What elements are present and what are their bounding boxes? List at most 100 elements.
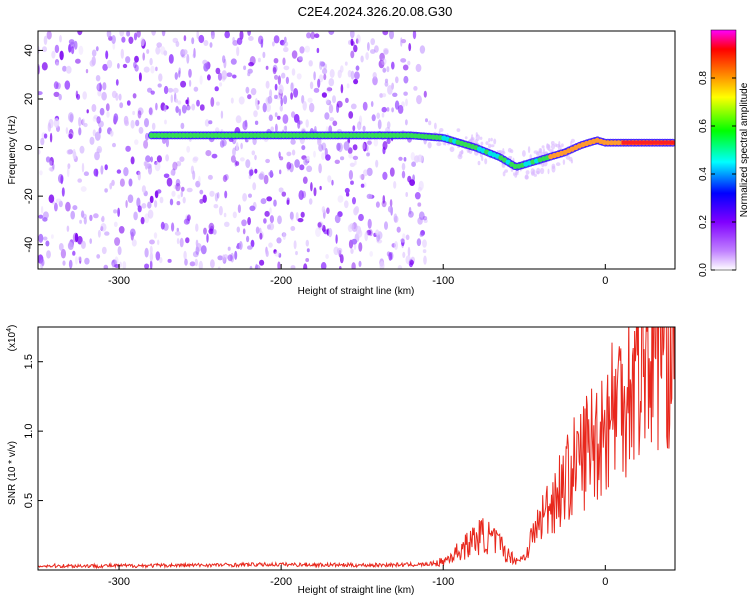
noise-speck [497, 150, 503, 153]
noise-speck [402, 251, 406, 258]
noise-speck [134, 139, 139, 145]
noise-speck [124, 120, 129, 127]
noise-speck [82, 118, 85, 127]
ridge-core [238, 132, 244, 138]
noise-speck [101, 91, 107, 101]
noise-speck [349, 162, 355, 167]
noise-speck [199, 198, 204, 204]
ridge-core [248, 132, 254, 138]
noise-speck [379, 261, 385, 269]
noise-speck [321, 142, 327, 151]
noise-speck [351, 238, 358, 245]
noise-speck [305, 119, 309, 128]
noise-speck [140, 37, 145, 47]
noise-speck [196, 31, 199, 39]
noise-speck [61, 187, 65, 197]
noise-speck [220, 110, 224, 119]
noise-speck [232, 211, 237, 219]
noise-speck [386, 121, 391, 129]
spectrogram-ridge [148, 131, 675, 171]
noise-speck [171, 222, 175, 232]
noise-speck [125, 145, 131, 152]
noise-speck [49, 160, 53, 166]
noise-speck [394, 241, 398, 250]
noise-speck [114, 256, 119, 267]
noise-speck [68, 259, 73, 269]
noise-speck [202, 194, 207, 203]
noise-speck [250, 239, 255, 248]
noise-speck [423, 255, 427, 265]
noise-speck [183, 35, 187, 42]
ridge-core [341, 132, 347, 138]
ridge-core [369, 132, 376, 138]
noise-speck [106, 31, 112, 38]
noise-speck [104, 188, 108, 193]
noise-speck [297, 218, 304, 223]
noise-speck [99, 82, 102, 92]
noise-speck [244, 119, 248, 128]
noise-speck [266, 196, 273, 202]
noise-speck [83, 122, 88, 128]
noise-speck [328, 125, 333, 134]
noise-speck [265, 250, 269, 257]
noise-speck [55, 198, 62, 204]
noise-speck [145, 132, 149, 141]
noise-speck [416, 95, 422, 105]
noise-speck [81, 162, 85, 173]
noise-speck [198, 34, 205, 44]
noise-speck [150, 156, 154, 163]
noise-speck [89, 238, 92, 244]
noise-speck [217, 72, 223, 81]
noise-speck [393, 181, 397, 189]
spectrogram-y-axis: -40 -20 0 20 40 [23, 44, 43, 253]
noise-speck [138, 72, 142, 82]
noise-speck [178, 108, 182, 116]
noise-speck [239, 31, 244, 40]
noise-speck [238, 241, 243, 250]
noise-speck [407, 60, 411, 66]
noise-speck [136, 31, 141, 38]
noise-speck [93, 213, 99, 219]
noise-speck [269, 89, 273, 98]
noise-speck [192, 251, 199, 258]
noise-speck [366, 193, 373, 199]
noise-speck [126, 31, 131, 37]
noise-speck [570, 138, 576, 143]
noise-speck [247, 31, 251, 36]
noise-speck [46, 250, 51, 259]
spectrogram-y-label: Frequency (Hz) [7, 116, 18, 185]
noise-speck [42, 236, 48, 241]
noise-speck [314, 126, 317, 133]
noise-speck [150, 90, 155, 95]
snr-multiplier-label: (x104) [6, 325, 18, 352]
noise-speck [240, 142, 243, 150]
noise-speck [298, 56, 303, 61]
noise-speck [130, 156, 135, 165]
noise-speck [422, 249, 427, 254]
noise-speck [94, 151, 100, 161]
ridge-core [380, 132, 386, 138]
noise-speck [42, 46, 47, 53]
noise-speck [343, 141, 350, 151]
noise-speck [412, 31, 417, 40]
noise-speck [232, 36, 235, 43]
noise-speck [181, 104, 187, 114]
noise-speck [75, 58, 81, 64]
noise-speck [172, 87, 179, 94]
noise-speck [400, 58, 407, 63]
noise-speck [514, 170, 518, 175]
noise-speck [235, 161, 240, 166]
noise-speck [192, 53, 196, 59]
noise-speck [382, 171, 388, 180]
noise-speck [189, 261, 196, 267]
noise-speck [103, 264, 109, 269]
noise-speck [60, 248, 66, 259]
noise-speck [265, 103, 272, 113]
noise-speck [324, 112, 330, 120]
noise-speck [283, 65, 290, 71]
noise-speck [353, 44, 358, 53]
noise-speck [270, 126, 275, 132]
noise-speck [157, 83, 162, 88]
noise-speck [285, 76, 289, 85]
noise-speck [299, 164, 305, 171]
